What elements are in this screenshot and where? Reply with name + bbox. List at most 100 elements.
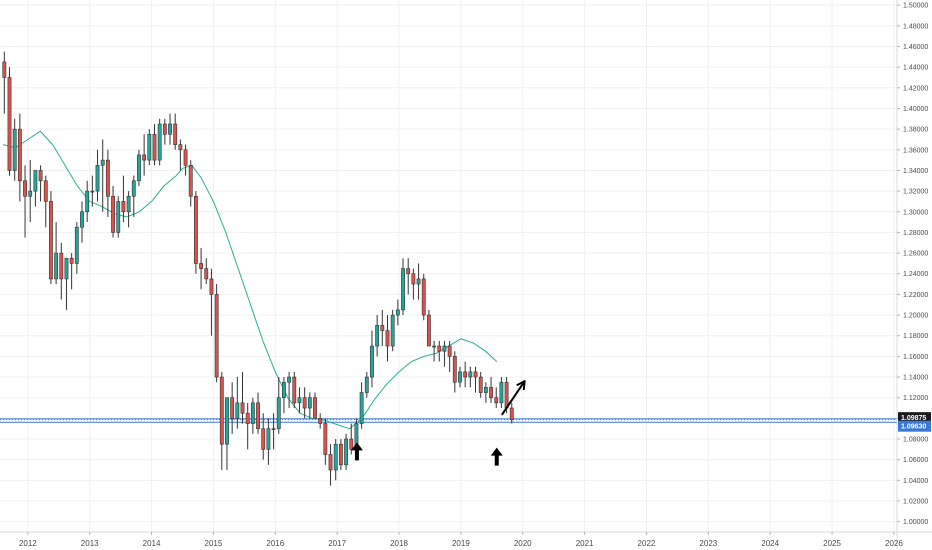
- x-tick-label: 2020: [514, 539, 532, 548]
- y-tick-label: 1.38000: [903, 127, 928, 134]
- candle-body: [137, 154, 141, 182]
- candle-body: [250, 402, 255, 424]
- candle-body: [302, 397, 307, 409]
- grid: [0, 0, 897, 532]
- candle-body: [121, 201, 126, 213]
- candle-body: [282, 381, 286, 399]
- candle-body: [442, 345, 447, 352]
- candle-body: [49, 201, 53, 280]
- candle-body: [131, 180, 136, 197]
- y-tick-label: 1.00000: [903, 519, 928, 526]
- y-tick-label: 1.48000: [903, 23, 928, 30]
- second-price-badge: [898, 420, 931, 432]
- candle-body: [271, 428, 276, 430]
- second-price-label: 1.09630: [901, 424, 926, 431]
- candle-body: [292, 376, 297, 404]
- y-tick-label: 1.14000: [903, 375, 928, 382]
- candle-body: [276, 397, 281, 429]
- candle-body: [318, 418, 323, 424]
- candle-body: [432, 345, 436, 348]
- candle-body: [100, 159, 105, 166]
- candle-body: [17, 128, 22, 182]
- candle-body: [333, 443, 338, 471]
- candle-body: [111, 195, 115, 233]
- candle-body: [256, 402, 260, 429]
- candle-body: [105, 159, 110, 197]
- candle-body: [468, 371, 473, 378]
- candle-body: [338, 443, 343, 466]
- candle-body: [147, 133, 152, 161]
- x-tick-label: 2012: [19, 539, 37, 548]
- candle-body: [328, 454, 333, 471]
- candle-body: [126, 195, 131, 213]
- candle-body: [69, 257, 74, 264]
- y-tick-label: 1.44000: [903, 65, 928, 72]
- candle-body: [168, 123, 172, 135]
- y-tick-label: 1.22000: [903, 292, 928, 299]
- x-tick-label: 2023: [699, 539, 717, 548]
- candle-body: [395, 309, 400, 316]
- x-tick-label: 2015: [205, 539, 223, 548]
- candle-body: [447, 345, 452, 357]
- candle-body: [74, 226, 79, 264]
- y-tick-label: 1.28000: [903, 230, 928, 237]
- candle-body: [452, 356, 457, 383]
- x-tick-label: 2022: [638, 539, 656, 548]
- candle-body: [297, 397, 302, 404]
- candle-body: [370, 345, 374, 378]
- candle-body: [54, 252, 59, 280]
- candle-body: [261, 428, 266, 450]
- candle-body: [28, 190, 33, 197]
- candle-body: [95, 164, 100, 192]
- candle-body: [33, 170, 38, 192]
- x-tick-label: 2017: [328, 539, 346, 548]
- candle-body: [385, 330, 390, 347]
- price-badges: 1.09875 1.09630: [898, 412, 931, 432]
- candle-body: [230, 397, 235, 419]
- candle-body: [7, 77, 12, 171]
- candle-body: [162, 123, 167, 135]
- candle-body: [473, 371, 478, 378]
- y-tick-label: 1.06000: [903, 457, 928, 464]
- candle-body: [173, 123, 178, 145]
- candle-body: [323, 423, 328, 455]
- diagonal-arrow-annotation: [501, 380, 526, 416]
- candle-body: [411, 273, 416, 285]
- candle-body: [307, 397, 312, 409]
- candle-body: [390, 314, 395, 347]
- x-tick-label: 2019: [452, 539, 470, 548]
- candle-body: [437, 345, 442, 352]
- candle-body: [266, 428, 271, 450]
- y-tick-label: 1.16000: [903, 354, 928, 361]
- candle-body: [504, 381, 509, 409]
- candle-body: [199, 263, 203, 269]
- x-tick-label: 2025: [823, 539, 841, 548]
- candle-body: [2, 61, 7, 78]
- candle-body: [85, 190, 90, 213]
- candle-body: [489, 387, 493, 399]
- candle-body: [313, 397, 317, 419]
- candle-body: [235, 402, 240, 419]
- up-arrow-annotation: [350, 442, 363, 461]
- y-tick-label: 1.04000: [903, 478, 928, 485]
- x-tick-label: 2026: [885, 539, 903, 548]
- candle-body: [421, 278, 426, 316]
- candle-body: [157, 123, 162, 161]
- candle-body: [152, 133, 157, 161]
- y-tick-label: 1.46000: [903, 44, 928, 51]
- candle-body: [427, 314, 431, 347]
- candle-body: [214, 294, 219, 378]
- last-price-label: 1.09875: [901, 415, 926, 422]
- y-tick-label: 1.42000: [903, 85, 928, 92]
- candle-body: [359, 392, 364, 424]
- candle-body: [240, 402, 245, 414]
- candle-body: [364, 376, 369, 393]
- candle-body: [509, 407, 514, 420]
- candle-body: [80, 211, 84, 228]
- candle-body: [12, 128, 17, 171]
- candle-body: [209, 278, 214, 295]
- candle-body: [463, 371, 468, 378]
- candle-body: [375, 325, 380, 347]
- y-tick-label: 1.26000: [903, 251, 928, 258]
